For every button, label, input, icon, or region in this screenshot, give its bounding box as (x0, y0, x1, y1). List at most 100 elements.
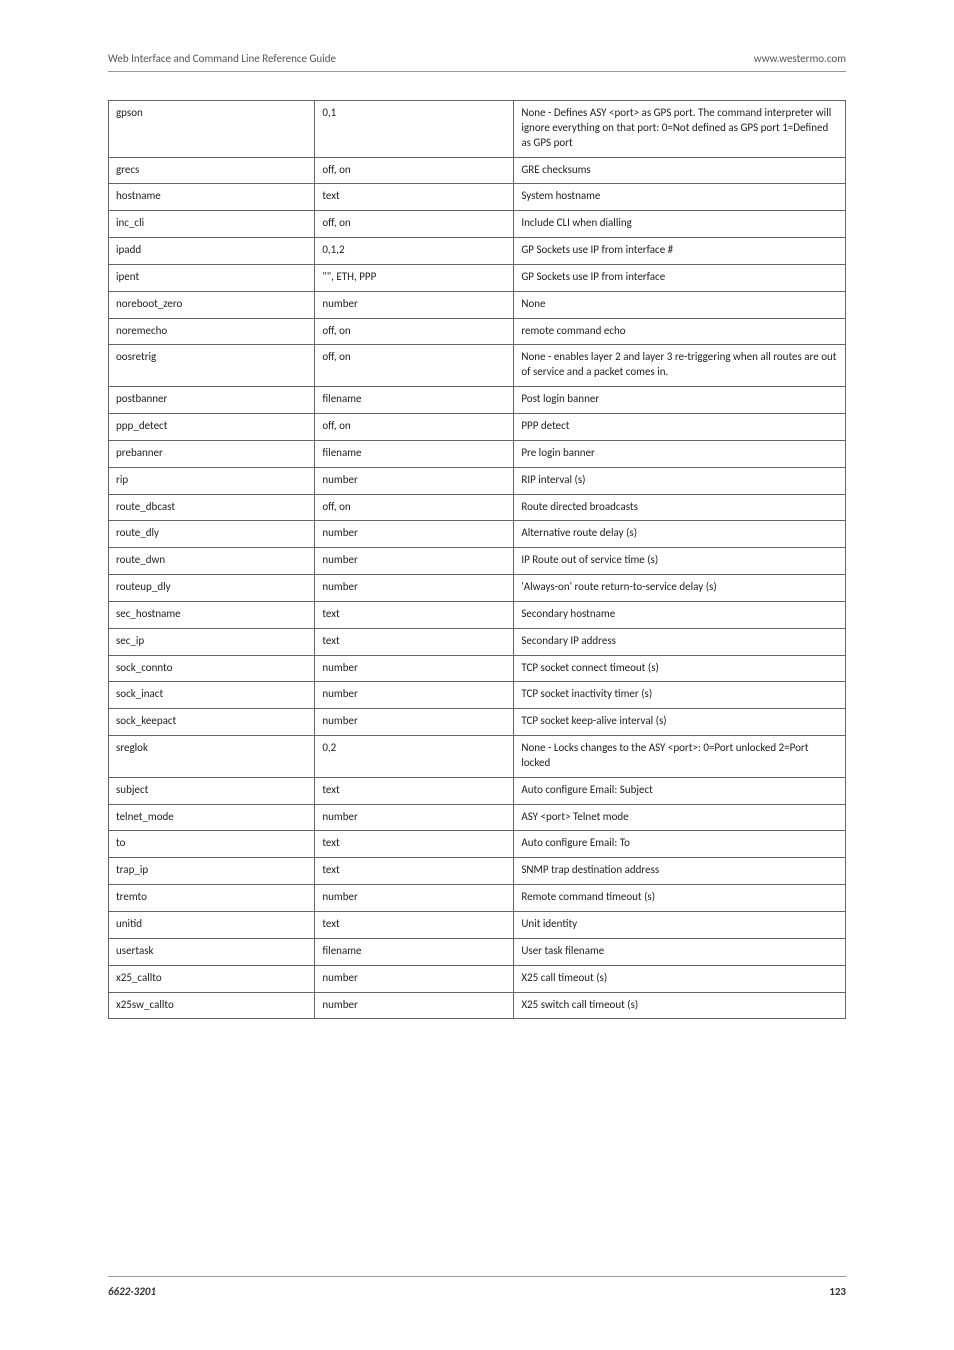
table-cell: filename (315, 938, 514, 965)
table-cell: IP Route out of service time (s) (514, 548, 846, 575)
table-cell: None - Locks changes to the ASY <port>: … (514, 736, 846, 778)
table-cell: sock_keepact (109, 709, 315, 736)
table-cell: 0,1,2 (315, 238, 514, 265)
table-cell: text (315, 184, 514, 211)
table-cell: off, on (315, 211, 514, 238)
table-cell: GRE checksums (514, 157, 846, 184)
table-cell: SNMP trap destination address (514, 858, 846, 885)
table-cell: Secondary IP address (514, 628, 846, 655)
table-cell: number (315, 885, 514, 912)
table-cell: off, on (315, 157, 514, 184)
table-row: telnet_modenumberASY <port> Telnet mode (109, 804, 846, 831)
table-cell: off, on (315, 318, 514, 345)
table-cell: rip (109, 467, 315, 494)
table-cell: routeup_dly (109, 575, 315, 602)
footer-docnum: 6622-3201 (108, 1285, 156, 1298)
table-cell: off, on (315, 494, 514, 521)
table-row: hostnametextSystem hostname (109, 184, 846, 211)
table-cell: None (514, 291, 846, 318)
table-cell: number (315, 575, 514, 602)
table-cell: 0,1 (315, 101, 514, 158)
table-row: ipadd0,1,2GP Sockets use IP from interfa… (109, 238, 846, 265)
table-cell: TCP socket inactivity timer (s) (514, 682, 846, 709)
table-cell: number (315, 709, 514, 736)
table-cell: None - Defines ASY <port> as GPS port. T… (514, 101, 846, 158)
table-cell: 0,2 (315, 736, 514, 778)
table-cell: Auto configure Email: Subject (514, 777, 846, 804)
table-cell: Secondary hostname (514, 601, 846, 628)
table-row: sock_inactnumberTCP socket inactivity ti… (109, 682, 846, 709)
table-cell: PPP detect (514, 413, 846, 440)
table-cell: None - enables layer 2 and layer 3 re-tr… (514, 345, 846, 387)
table-cell: number (315, 467, 514, 494)
footer-pagenum: 123 (829, 1285, 846, 1298)
table-cell: off, on (315, 345, 514, 387)
table-cell: text (315, 831, 514, 858)
table-cell: number (315, 804, 514, 831)
table-cell: ppp_detect (109, 413, 315, 440)
table-cell: text (315, 601, 514, 628)
table-cell: sock_connto (109, 655, 315, 682)
table-cell: "", ETH, PPP (315, 264, 514, 291)
table-cell: Remote command timeout (s) (514, 885, 846, 912)
table-cell: GP Sockets use IP from interface (514, 264, 846, 291)
table-cell: number (315, 291, 514, 318)
table-cell: noreboot_zero (109, 291, 315, 318)
table-row: tremtonumberRemote command timeout (s) (109, 885, 846, 912)
table-cell: ipadd (109, 238, 315, 265)
table-row: unitidtextUnit identity (109, 912, 846, 939)
table-row: oosretrigoff, onNone - enables layer 2 a… (109, 345, 846, 387)
table-cell: RIP interval (s) (514, 467, 846, 494)
table-cell: number (315, 992, 514, 1019)
table-row: postbannerfilenamePost login banner (109, 387, 846, 414)
table-row: route_dlynumberAlternative route delay (… (109, 521, 846, 548)
content-area: gpson0,1None - Defines ASY <port> as GPS… (0, 72, 954, 1019)
table-cell: x25sw_callto (109, 992, 315, 1019)
table-cell: number (315, 682, 514, 709)
table-cell: text (315, 777, 514, 804)
table-row: sreglok0,2None - Locks changes to the AS… (109, 736, 846, 778)
table-cell: text (315, 628, 514, 655)
table-cell: X25 switch call timeout (s) (514, 992, 846, 1019)
table-cell: hostname (109, 184, 315, 211)
table-cell: ASY <port> Telnet mode (514, 804, 846, 831)
table-cell: gpson (109, 101, 315, 158)
table-row: subjecttextAuto configure Email: Subject (109, 777, 846, 804)
table-cell: System hostname (514, 184, 846, 211)
table-row: ppp_detectoff, onPPP detect (109, 413, 846, 440)
table-cell: trap_ip (109, 858, 315, 885)
table-cell: sock_inact (109, 682, 315, 709)
table-cell: Unit identity (514, 912, 846, 939)
table-cell: tremto (109, 885, 315, 912)
table-cell: Include CLI when dialling (514, 211, 846, 238)
table-row: sock_conntonumberTCP socket connect time… (109, 655, 846, 682)
table-cell: 'Always-on' route return-to-service dela… (514, 575, 846, 602)
table-cell: number (315, 548, 514, 575)
table-row: sec_iptextSecondary IP address (109, 628, 846, 655)
table-cell: sec_hostname (109, 601, 315, 628)
table-row: noreboot_zeronumberNone (109, 291, 846, 318)
table-row: x25sw_calltonumberX25 switch call timeou… (109, 992, 846, 1019)
table-row: ripnumberRIP interval (s) (109, 467, 846, 494)
table-cell: postbanner (109, 387, 315, 414)
table-row: prebannerfilenamePre login banner (109, 440, 846, 467)
table-cell: number (315, 655, 514, 682)
table-cell: sec_ip (109, 628, 315, 655)
table-cell: TCP socket connect timeout (s) (514, 655, 846, 682)
table-row: route_dwnnumberIP Route out of service t… (109, 548, 846, 575)
table-cell: X25 call timeout (s) (514, 965, 846, 992)
table-cell: oosretrig (109, 345, 315, 387)
table-cell: usertask (109, 938, 315, 965)
table-cell: inc_cli (109, 211, 315, 238)
table-row: noremechooff, onremote command echo (109, 318, 846, 345)
page-header: Web Interface and Command Line Reference… (0, 0, 954, 65)
table-cell: Route directed broadcasts (514, 494, 846, 521)
table-cell: text (315, 858, 514, 885)
table-row: totextAuto configure Email: To (109, 831, 846, 858)
table-cell: TCP socket keep-alive interval (s) (514, 709, 846, 736)
table-cell: off, on (315, 413, 514, 440)
table-cell: Alternative route delay (s) (514, 521, 846, 548)
table-cell: noremecho (109, 318, 315, 345)
table-row: trap_iptextSNMP trap destination address (109, 858, 846, 885)
table-cell: to (109, 831, 315, 858)
